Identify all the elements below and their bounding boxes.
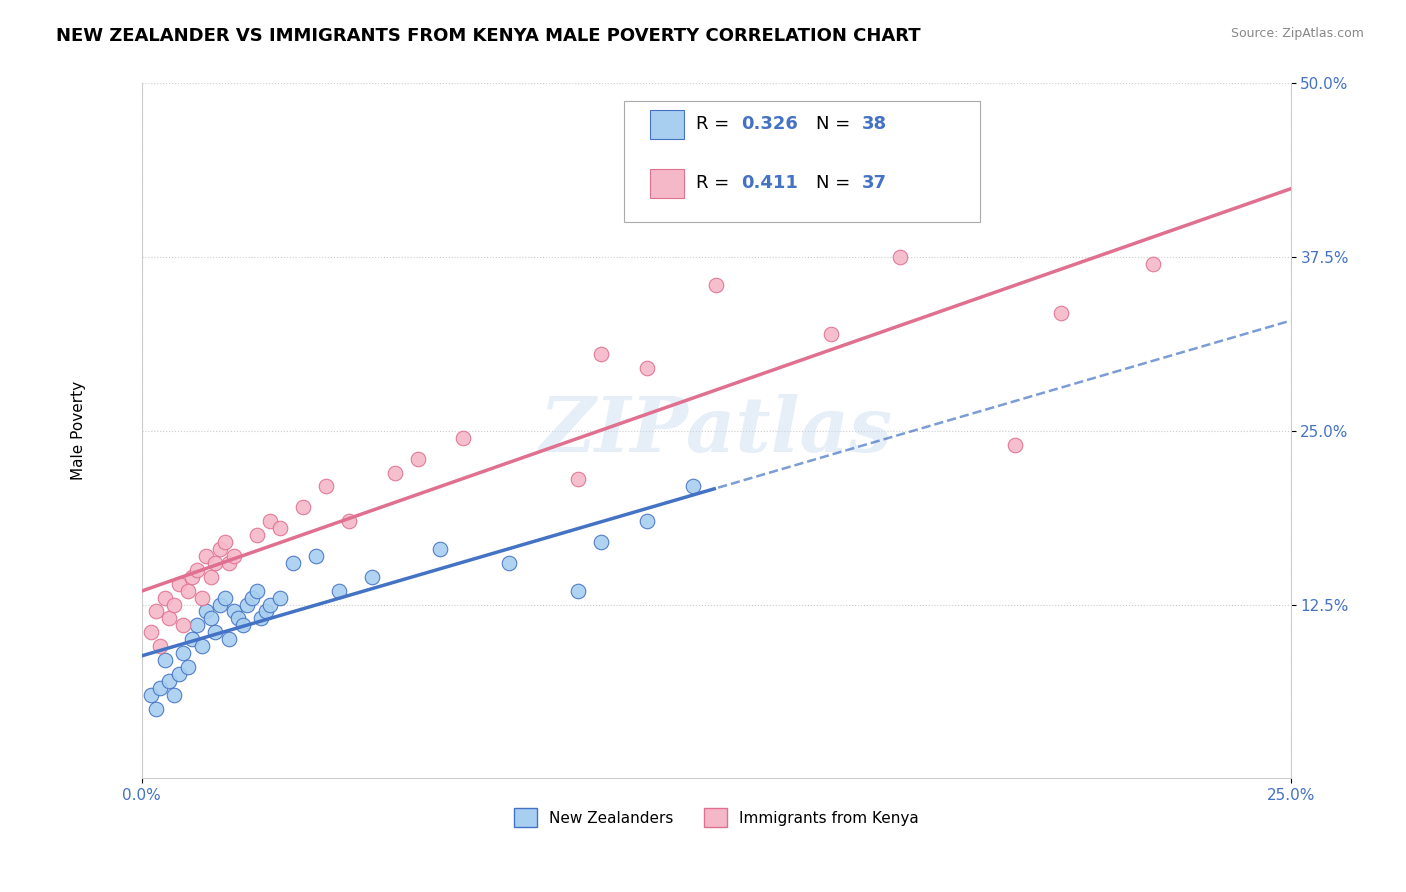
Point (259, 514, 281, 528)
Point (384, 466, 406, 480)
Text: 38: 38 (862, 115, 887, 134)
Point (328, 583, 350, 598)
Point (222, 605, 245, 619)
Y-axis label: Male Poverty: Male Poverty (72, 381, 86, 481)
Point (682, 479, 704, 493)
Point (269, 521, 291, 535)
Text: N =: N = (815, 175, 856, 193)
Point (1050, 306, 1073, 320)
Point (337, 514, 360, 528)
Point (186, 618, 208, 632)
Legend: New Zealanders, Immigrants from Kenya: New Zealanders, Immigrants from Kenya (508, 802, 925, 833)
Point (208, 541, 231, 556)
Point (704, 277, 727, 292)
Point (636, 361, 658, 376)
Text: 37: 37 (862, 175, 887, 193)
Point (222, 549, 245, 563)
Point (498, 556, 520, 570)
Point (429, 541, 451, 556)
Point (254, 605, 277, 619)
Point (360, 570, 382, 584)
Point (232, 618, 254, 632)
Text: R =: R = (696, 115, 734, 134)
Point (190, 591, 212, 605)
Point (186, 563, 208, 577)
Point (177, 583, 200, 598)
Point (889, 250, 911, 264)
Text: ZIPatlas: ZIPatlas (540, 394, 893, 467)
Point (218, 556, 240, 570)
Point (567, 583, 589, 598)
Point (200, 611, 222, 625)
Point (204, 556, 226, 570)
Bar (650, 110, 685, 139)
Point (139, 625, 162, 640)
Point (236, 598, 259, 612)
Point (453, 431, 475, 445)
Bar (650, 169, 685, 198)
Point (177, 660, 200, 674)
Text: N =: N = (815, 115, 856, 134)
Point (149, 639, 172, 653)
Point (145, 605, 167, 619)
Point (246, 528, 269, 542)
Point (190, 639, 212, 653)
Point (181, 570, 204, 584)
Text: Source: ZipAtlas.com: Source: ZipAtlas.com (1230, 27, 1364, 40)
Point (591, 535, 613, 549)
Point (149, 681, 172, 695)
Point (250, 611, 273, 625)
Point (283, 556, 305, 570)
Point (214, 591, 236, 605)
Point (567, 473, 589, 487)
Point (214, 535, 236, 549)
Point (157, 673, 180, 688)
Point (636, 514, 658, 528)
Point (172, 646, 194, 660)
Point (1004, 438, 1026, 452)
Point (195, 605, 218, 619)
Point (259, 598, 281, 612)
Point (291, 500, 314, 515)
Point (139, 688, 162, 702)
Point (195, 549, 218, 563)
Point (208, 598, 231, 612)
Point (240, 591, 263, 605)
Point (1142, 257, 1164, 271)
Point (315, 479, 337, 493)
Point (226, 611, 249, 625)
Point (218, 632, 240, 647)
Point (820, 326, 842, 341)
Point (172, 618, 194, 632)
Text: NEW ZEALANDER VS IMMIGRANTS FROM KENYA MALE POVERTY CORRELATION CHART: NEW ZEALANDER VS IMMIGRANTS FROM KENYA M… (56, 27, 921, 45)
Point (591, 347, 613, 361)
Point (269, 591, 291, 605)
Point (406, 451, 429, 466)
FancyBboxPatch shape (624, 101, 980, 222)
Point (153, 591, 176, 605)
Point (200, 570, 222, 584)
Text: 0.326: 0.326 (741, 115, 799, 134)
Point (163, 598, 186, 612)
Point (163, 688, 186, 702)
Point (145, 702, 167, 716)
Point (204, 625, 226, 640)
Text: 0.411: 0.411 (741, 175, 799, 193)
Point (181, 632, 204, 647)
Point (167, 576, 190, 591)
Point (157, 611, 180, 625)
Point (246, 583, 269, 598)
Point (167, 667, 190, 681)
Point (153, 653, 176, 667)
Text: R =: R = (696, 175, 741, 193)
Point (305, 549, 328, 563)
